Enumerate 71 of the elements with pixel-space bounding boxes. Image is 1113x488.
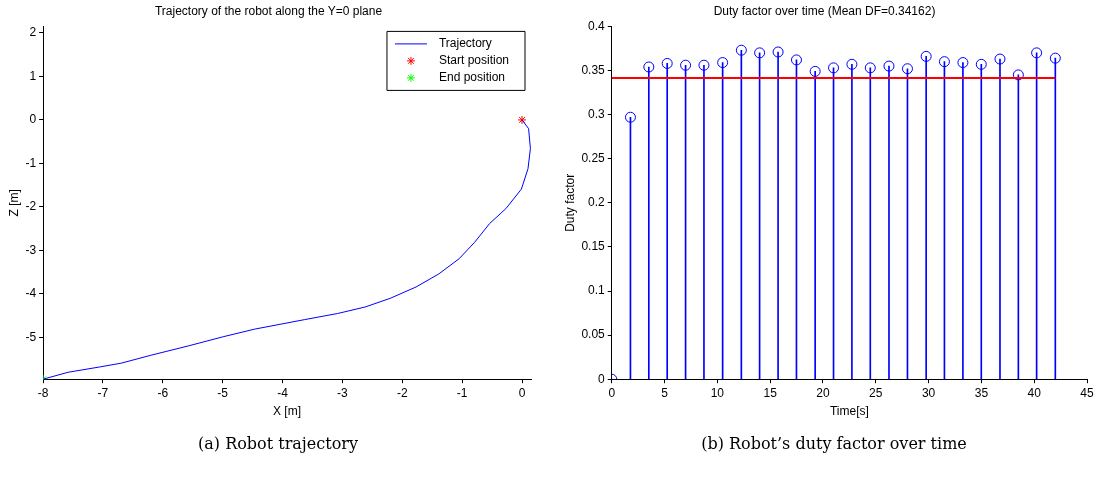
x-tick-label: 20 [816, 385, 830, 400]
x-tick-label: -5 [217, 385, 229, 400]
y-tick-label: 0.4 [588, 18, 606, 33]
chart-title: Duty factor over time (Mean DF=0.34162) [713, 3, 936, 18]
x-axis-title: Time[s] [829, 404, 869, 419]
legend-label: End position [438, 70, 506, 85]
y-tick-label: 0.25 [581, 151, 606, 166]
y-tick-label: 0.05 [581, 327, 606, 342]
point [735, 44, 747, 56]
point [624, 111, 636, 123]
point [864, 62, 876, 74]
text: (b) Robot’s duty factor over time [700, 434, 968, 453]
y-tick-label: 0.1 [588, 283, 606, 298]
point [790, 54, 802, 66]
x-tick-label: 5 [661, 385, 669, 400]
y-tick-label: 0.3 [588, 106, 606, 121]
point [772, 46, 784, 58]
x-tick-label: -1 [456, 385, 468, 400]
x-tick-label: 15 [763, 385, 778, 400]
x-tick-label: 0 [518, 385, 526, 400]
x-tick-label: -3 [337, 385, 349, 400]
y-tick-label: 0 [598, 371, 606, 386]
x-tick-label: 10 [710, 385, 725, 400]
point [809, 65, 821, 77]
point [698, 59, 710, 71]
legend-label: Trajectory [438, 36, 492, 51]
y-tick-label: -1 [25, 155, 37, 170]
point [661, 57, 673, 69]
point [1031, 47, 1043, 59]
x-tick-label: -4 [277, 385, 289, 400]
point [754, 47, 766, 59]
y-axis-title: Z [m] [6, 189, 21, 217]
point [994, 53, 1006, 65]
point [680, 59, 692, 71]
y-tick-label: -3 [25, 242, 37, 257]
point [883, 60, 895, 72]
y-tick-label: -2 [25, 199, 37, 214]
point [938, 56, 950, 68]
point [901, 63, 913, 75]
point [643, 61, 655, 73]
x-tick-label: -7 [97, 385, 109, 400]
point [975, 58, 987, 70]
y-tick-label: -4 [25, 286, 37, 301]
point [920, 50, 932, 62]
y-tick-label: 0 [29, 112, 37, 127]
point [1012, 69, 1024, 81]
x-tick-label: 25 [869, 385, 883, 400]
point [957, 57, 969, 69]
point [1049, 52, 1061, 64]
chart-title: Trajectory of the robot along the Y=0 plane [154, 3, 383, 18]
point [828, 62, 840, 74]
x-tick-label: 0 [608, 385, 616, 400]
y-tick-label: 0.15 [581, 239, 606, 254]
y-tick-label: -5 [25, 329, 37, 344]
x-tick-label: -8 [37, 385, 49, 400]
text: (a) Robot trajectory [197, 434, 359, 453]
x-axis-title: X [m] [273, 404, 302, 419]
x-tick-label: -2 [396, 385, 408, 400]
y-tick-label: 1 [29, 68, 37, 83]
x-tick-label: 30 [921, 385, 936, 400]
x-tick-label: 45 [1080, 385, 1094, 400]
y-tick-label: 2 [29, 25, 37, 40]
legend-label: Start position [438, 53, 510, 68]
y-tick-label: 0.35 [581, 62, 606, 77]
x-tick-label: -6 [157, 385, 169, 400]
y-tick-label: 0.2 [588, 195, 606, 210]
x-tick-label: 40 [1027, 385, 1042, 400]
point [846, 58, 858, 70]
x-tick-label: 35 [974, 385, 989, 400]
point [717, 57, 729, 69]
y-axis-title: Duty factor [562, 173, 577, 232]
